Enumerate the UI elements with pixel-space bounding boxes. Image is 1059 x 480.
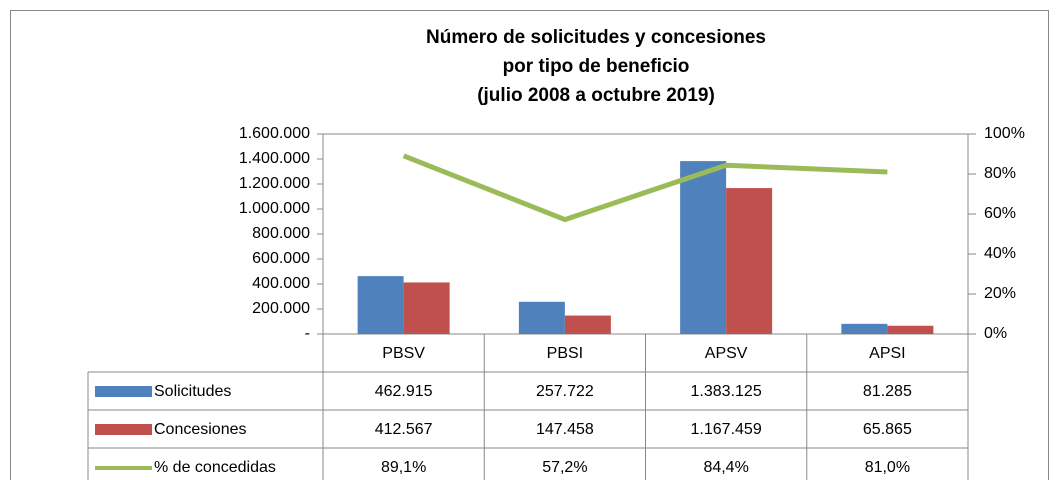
legend-label: Solicitudes <box>154 383 231 400</box>
legend-key <box>95 424 152 435</box>
legend-key <box>95 386 152 397</box>
y2-tick-label: 0% <box>984 325 1007 342</box>
y-tick-label: 400.000 <box>252 275 310 292</box>
y-tick-label: - <box>305 325 310 342</box>
bar <box>841 323 888 334</box>
y-tick-label: 1.400.000 <box>239 150 310 167</box>
table-value: 412.567 <box>375 421 433 438</box>
x-tick-label: APSI <box>869 345 905 362</box>
bar <box>357 276 404 334</box>
table-value: 462.915 <box>375 383 433 400</box>
bar <box>403 282 450 334</box>
bar <box>726 188 773 334</box>
y2-tick-label: 80% <box>984 165 1016 182</box>
table-value: 257.722 <box>536 383 594 400</box>
table-value: 65.865 <box>863 421 912 438</box>
table-value: 81,0% <box>865 459 910 476</box>
x-tick-label: APSV <box>705 345 748 362</box>
y-tick-label: 600.000 <box>252 250 310 267</box>
y-tick-label: 1.600.000 <box>239 125 310 142</box>
table-value: 1.383.125 <box>691 383 762 400</box>
chart-title: por tipo de beneficio <box>503 56 690 77</box>
table-value: 57,2% <box>542 459 587 476</box>
legend-label: Concesiones <box>154 421 247 438</box>
line-series <box>402 153 888 223</box>
bar <box>518 301 565 334</box>
y2-tick-label: 40% <box>984 245 1016 262</box>
bar <box>680 161 727 334</box>
y-tick-label: 1.000.000 <box>239 200 310 217</box>
table-value: 89,1% <box>381 459 426 476</box>
table-value: 147.458 <box>536 421 594 438</box>
bar <box>564 315 611 334</box>
table-value: 81.285 <box>863 383 912 400</box>
chart-title: (julio 2008 a octubre 2019) <box>477 85 715 106</box>
x-tick-label: PBSI <box>547 345 583 362</box>
y-tick-label: 1.200.000 <box>239 175 310 192</box>
chart-border <box>10 10 1049 480</box>
y2-tick-label: 60% <box>984 205 1016 222</box>
table-value: 1.167.459 <box>691 421 762 438</box>
y-tick-label: 800.000 <box>252 225 310 242</box>
y2-tick-label: 100% <box>984 125 1025 142</box>
bar <box>887 325 934 334</box>
chart-title: Número de solicitudes y concesiones <box>426 27 766 48</box>
legend-label: % de concedidas <box>154 459 276 476</box>
y-tick-label: 200.000 <box>252 300 310 317</box>
y2-tick-label: 20% <box>984 285 1016 302</box>
table-value: 84,4% <box>703 459 748 476</box>
x-tick-label: PBSV <box>382 345 425 362</box>
